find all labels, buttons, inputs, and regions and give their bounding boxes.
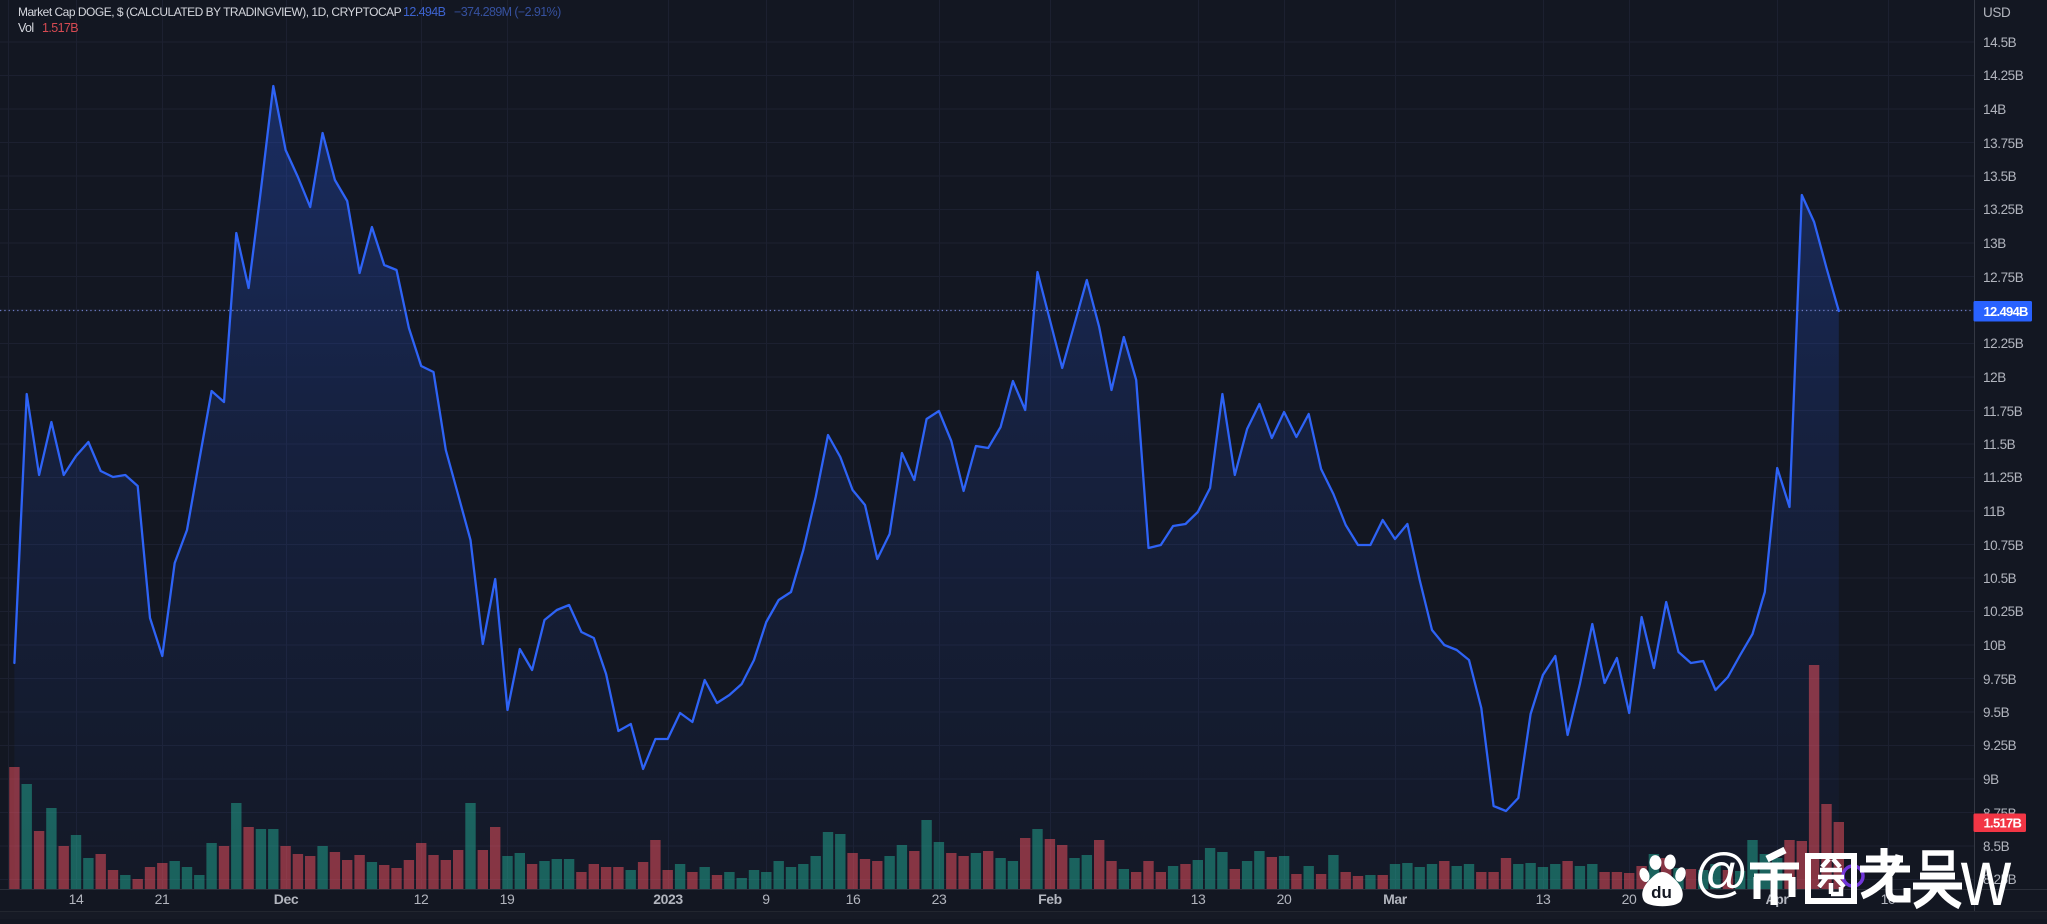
- svg-text:12.25B: 12.25B: [1983, 336, 2024, 351]
- svg-text:9.25B: 9.25B: [1983, 738, 2017, 753]
- svg-text:12.494B: 12.494B: [1984, 304, 2029, 319]
- svg-text:10.75B: 10.75B: [1983, 538, 2024, 553]
- svg-text:14: 14: [69, 891, 84, 907]
- svg-text:11.75B: 11.75B: [1983, 404, 2023, 419]
- svg-text:12.494B: 12.494B: [403, 5, 446, 19]
- svg-text:12B: 12B: [1983, 370, 2006, 385]
- svg-text:1.517B: 1.517B: [1984, 816, 2022, 831]
- svg-text:12.75B: 12.75B: [1983, 270, 2024, 285]
- svg-text:11.5B: 11.5B: [1983, 437, 2016, 452]
- svg-text:12: 12: [414, 891, 429, 907]
- svg-text:9: 9: [762, 891, 770, 907]
- svg-text:10B: 10B: [1983, 638, 2006, 653]
- svg-text:13.5B: 13.5B: [1983, 169, 2017, 184]
- svg-text:8.5B: 8.5B: [1983, 839, 2010, 854]
- svg-text:Feb: Feb: [1038, 891, 1062, 907]
- svg-text:14.5B: 14.5B: [1983, 35, 2017, 50]
- svg-text:2023: 2023: [653, 891, 683, 907]
- svg-text:21: 21: [155, 891, 170, 907]
- svg-text:w: w: [1960, 833, 2011, 919]
- svg-text:9.75B: 9.75B: [1983, 672, 2017, 687]
- svg-text:13.25B: 13.25B: [1983, 202, 2024, 217]
- svg-text:14B: 14B: [1983, 102, 2006, 117]
- svg-text:13: 13: [1191, 891, 1206, 907]
- svg-text:−374.289M (−2.91%): −374.289M (−2.91%): [454, 5, 561, 19]
- svg-text:20: 20: [1622, 891, 1637, 907]
- svg-text:du: du: [1651, 883, 1672, 902]
- svg-text:14.25B: 14.25B: [1983, 68, 2024, 83]
- svg-text:Dec: Dec: [274, 891, 299, 907]
- svg-text:Vol: Vol: [18, 21, 34, 35]
- svg-text:10.25B: 10.25B: [1983, 604, 2024, 619]
- svg-text:11.25B: 11.25B: [1983, 470, 2023, 485]
- svg-text:1.517B: 1.517B: [42, 21, 78, 35]
- svg-text:16: 16: [846, 891, 861, 907]
- svg-text:9.5B: 9.5B: [1983, 705, 2010, 720]
- svg-text:@: @: [1694, 843, 1749, 903]
- svg-text:USD: USD: [1983, 5, 2011, 20]
- svg-text:19: 19: [500, 891, 515, 907]
- svg-text:20: 20: [1277, 891, 1292, 907]
- svg-text:13: 13: [1536, 891, 1551, 907]
- svg-text:11B: 11B: [1983, 504, 2005, 519]
- svg-text:13.75B: 13.75B: [1983, 136, 2024, 151]
- svg-text:9B: 9B: [1983, 772, 1999, 787]
- svg-text:8.25B: 8.25B: [1983, 872, 2017, 887]
- svg-text:10.5B: 10.5B: [1983, 571, 2017, 586]
- svg-text:23: 23: [932, 891, 947, 907]
- svg-text:Mar: Mar: [1383, 891, 1408, 907]
- svg-text:Market Cap DOGE, $ (CALCULATED: Market Cap DOGE, $ (CALCULATED BY TRADIN…: [18, 5, 402, 19]
- svg-text:13B: 13B: [1983, 236, 2006, 251]
